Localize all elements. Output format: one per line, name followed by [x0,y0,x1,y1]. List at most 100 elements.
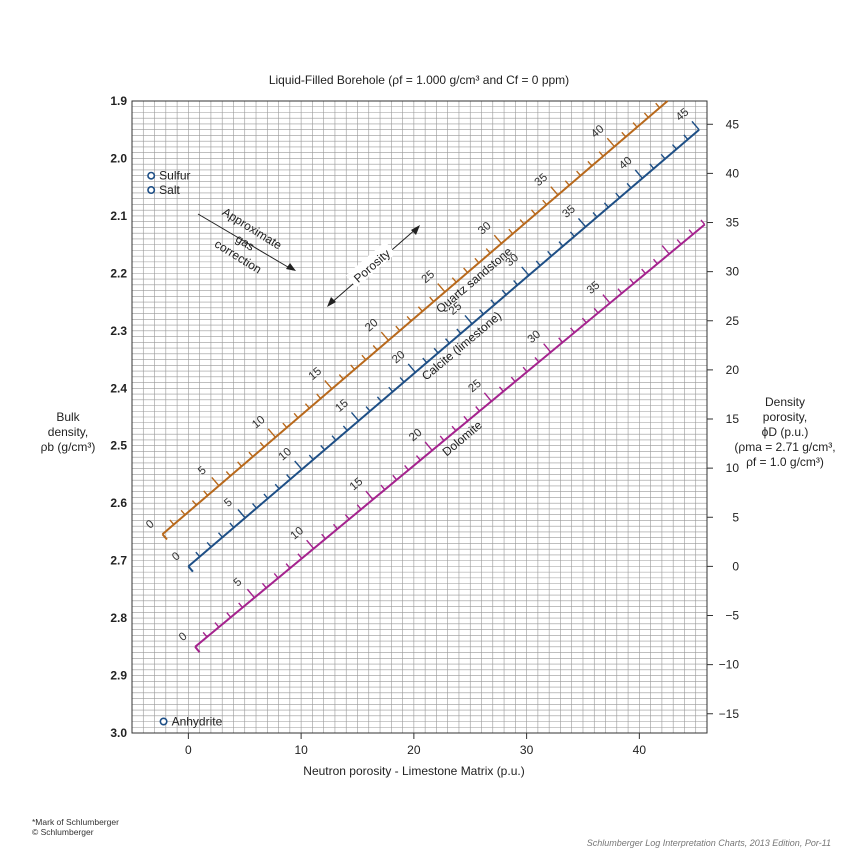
porosity-major-tick [350,412,360,422]
porosity-minor-tick [388,386,394,393]
porosity-minor-tick [286,474,292,480]
porosity-minor-tick [490,299,496,305]
porosity-minor-tick [643,112,649,118]
y2-tick-label: −10 [719,658,740,672]
mineral-point [159,717,168,726]
porosity-minor-tick [274,483,280,490]
porosity-minor-tick [356,504,362,510]
gas-correction-arrowhead [286,263,296,271]
porosity-minor-tick [463,267,469,273]
y2-axis-label-line: Density [765,395,805,409]
porosity-minor-tick [475,406,481,412]
y-tick-label: 2.2 [110,266,127,280]
y2-axis-label-line: porosity, [763,410,807,424]
mineral-point [147,171,156,180]
porosity-minor-tick [535,260,541,267]
porosity-minor-tick [338,374,344,380]
porosity-minor-tick [406,315,412,322]
y2-axis-label-line: ρf = 1.0 g/cm³) [746,455,824,469]
porosity-minor-tick [365,406,371,412]
porosity-minor-tick [332,523,338,530]
porosity-minor-tick [214,622,220,628]
y2-tick-label: 15 [726,412,740,426]
porosity-minor-tick [259,441,265,448]
porosity-arrowhead-start [327,297,336,307]
porosity-minor-tick [372,345,378,351]
porosity-minor-tick [225,471,231,477]
porosity-minor-tick [248,451,254,458]
gas-correction-arrow [197,213,294,271]
porosity-arrowhead-end [411,225,420,235]
porosity-minor-tick [344,514,350,520]
porosity-label: 20 [407,427,425,444]
y2-tick-label: 25 [726,314,740,328]
porosity-minor-tick [564,180,570,186]
series-end-hook [161,533,168,541]
y-axis-label-line: density, [48,425,88,439]
porosity-minor-tick [439,435,445,442]
porosity-label: 45 [674,106,692,123]
porosity-label: 0 [177,631,190,644]
porosity-minor-tick [542,199,548,206]
porosity-minor-tick [660,153,666,160]
porosity-minor-tick [350,364,356,370]
porosity-minor-tick [417,306,423,312]
y-tick-label: 2.8 [110,611,127,625]
porosity-minor-tick [688,229,694,235]
porosity-minor-tick [641,268,647,275]
series-line [194,223,706,648]
x-axis-label: Neutron porosity - Limestone Matrix (p.u… [303,764,524,778]
footnote: *Mark of Schlumberger © Schlumberger [32,817,119,837]
porosity-minor-tick [498,386,504,392]
porosity-label: 30 [476,220,494,237]
porosity-label: 15 [307,365,325,382]
porosity-minor-tick [399,377,405,383]
y-axis-label-line: ρb (g/cm³) [41,440,96,454]
porosity-minor-tick [617,288,623,294]
porosity-minor-tick [342,425,348,431]
porosity-minor-tick [558,337,564,343]
mineral-label: Salt [159,183,180,197]
footnote-line: © Schlumberger [32,827,94,837]
y-axis-label-line: Bulk [56,410,80,424]
porosity-major-tick [634,169,643,179]
y2-tick-label: −15 [719,707,740,721]
y2-tick-label: 35 [726,216,740,230]
source-citation: Schlumberger Log Interpretation Charts, … [586,838,831,848]
porosity-minor-tick [392,474,398,481]
porosity-minor-tick [655,102,661,109]
porosity-major-tick [577,217,587,228]
porosity-minor-tick [652,258,658,265]
porosity-minor-tick [226,612,232,618]
porosity-minor-tick [169,519,175,525]
porosity-minor-tick [598,151,604,157]
porosity-label: 35 [585,279,603,296]
porosity-minor-tick [237,461,243,467]
porosity-minor-tick [308,454,314,461]
porosity-label: 35 [533,172,551,189]
porosity-minor-tick [508,228,514,235]
porosity-minor-tick [331,435,337,441]
porosity-minor-tick [361,354,367,361]
porosity-minor-tick [203,490,209,496]
porosity-label: 10 [277,446,295,463]
porosity-minor-tick [479,309,484,315]
porosity-major-tick [606,137,615,148]
series-line [187,128,700,568]
porosity-major-tick [211,476,220,487]
x-tick-label: 20 [407,743,421,757]
porosity-major-tick [365,490,374,500]
y-tick-label: 2.5 [110,439,127,453]
porosity-label: 0 [170,550,183,563]
y2-axis-label-line: (ρma = 2.71 g/cm³, [734,440,835,454]
y2-tick-label: 30 [726,265,740,279]
porosity-minor-tick [297,553,303,559]
y-tick-label: 3.0 [110,726,127,740]
porosity-major-tick [437,283,446,293]
porosity-label: 10 [289,525,307,542]
porosity-minor-tick [621,131,627,138]
porosity-major-tick [464,314,473,325]
porosity-label: 35 [560,203,578,220]
